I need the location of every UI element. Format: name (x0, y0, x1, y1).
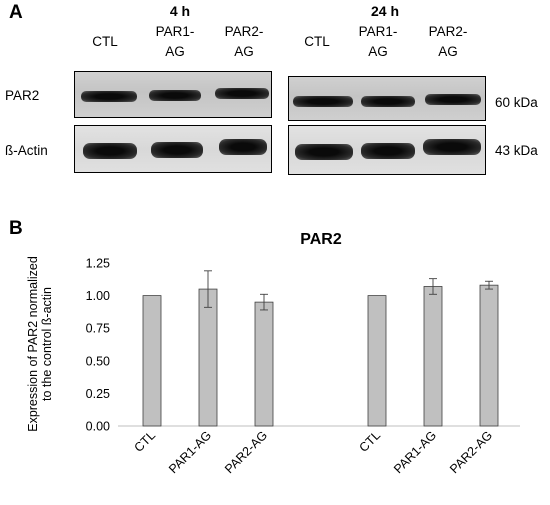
band-par2-24h-ctl (293, 96, 353, 107)
bars (142, 270, 499, 427)
x-axis-tick-labels: CTL PAR1-AG PAR2-AG CTL PAR1-AG PAR2-AG (132, 428, 496, 476)
lane-label-24h-par1ag: PAR1- AG (358, 24, 398, 59)
blot-actin-24h (288, 125, 486, 175)
group-4h-header: 4 h (169, 3, 191, 19)
blot-actin-4h (74, 125, 272, 173)
bar (479, 284, 499, 427)
band-par2-24h-par2ag (425, 94, 481, 105)
band-actin-24h-ctl (295, 144, 353, 160)
lane-label-4h-par2ag: PAR2- AG (224, 24, 264, 59)
y-axis-ticks: 0.00 0.25 0.50 0.75 1.00 1.25 (86, 257, 110, 434)
panel-a-letter: A (9, 2, 23, 23)
y-axis-label: Expression of PAR2 normalized to the cont… (26, 256, 54, 432)
bar (423, 286, 443, 427)
band-actin-4h-par2ag (219, 139, 267, 155)
lane-label-4h-par1ag: PAR1- AG (155, 24, 195, 59)
x-tick-label: CTL (357, 428, 384, 455)
x-tick-label: PAR2-AG (447, 428, 495, 476)
y-tick-label: 1.25 (86, 257, 110, 271)
chart-title: PAR2 (300, 231, 342, 248)
lane-label-24h-ctl: CTL (304, 34, 330, 49)
panel-b-letter: B (9, 218, 23, 239)
y-tick-label: 0.50 (86, 354, 110, 368)
row-label-par2: PAR2 (5, 88, 40, 103)
blot-par2-24h (288, 76, 486, 121)
y-axis-label-line: Expression of PAR2 normalized (26, 256, 40, 432)
x-tick-label: PAR2-AG (222, 428, 270, 476)
y-tick-label: 0.25 (86, 387, 110, 401)
lane-label-24h-par2ag: PAR2- AG (428, 24, 468, 59)
band-actin-24h-par1ag (361, 143, 415, 159)
band-actin-4h-par1ag (151, 142, 203, 158)
band-actin-24h-par2ag (423, 139, 481, 155)
y-tick-label: 1.00 (86, 289, 110, 303)
band-par2-4h-ctl (81, 91, 137, 102)
bar (198, 288, 218, 427)
group-24h-header: 24 h (370, 3, 399, 19)
bar (142, 295, 162, 427)
kda-label-par2: 60 kDa (495, 95, 538, 110)
band-par2-4h-par2ag (215, 88, 269, 99)
x-tick-label: PAR1-AG (391, 428, 439, 476)
y-tick-label: 0.75 (86, 322, 110, 336)
band-par2-24h-par1ag (361, 96, 415, 107)
y-tick-label: 0.00 (86, 420, 110, 434)
blot-par2-4h (74, 71, 272, 118)
x-tick-label: CTL (132, 428, 159, 455)
x-tick-label: PAR1-AG (166, 428, 214, 476)
kda-label-actin: 43 kDa (495, 143, 538, 158)
bar (367, 295, 387, 427)
bar (254, 301, 274, 427)
row-label-actin: ß-Actin (5, 143, 48, 158)
y-axis-label-line: to the control ß-actin (40, 287, 54, 401)
band-actin-4h-ctl (83, 143, 137, 159)
band-par2-4h-par1ag (149, 90, 201, 101)
lane-label-4h-ctl: CTL (92, 34, 118, 49)
